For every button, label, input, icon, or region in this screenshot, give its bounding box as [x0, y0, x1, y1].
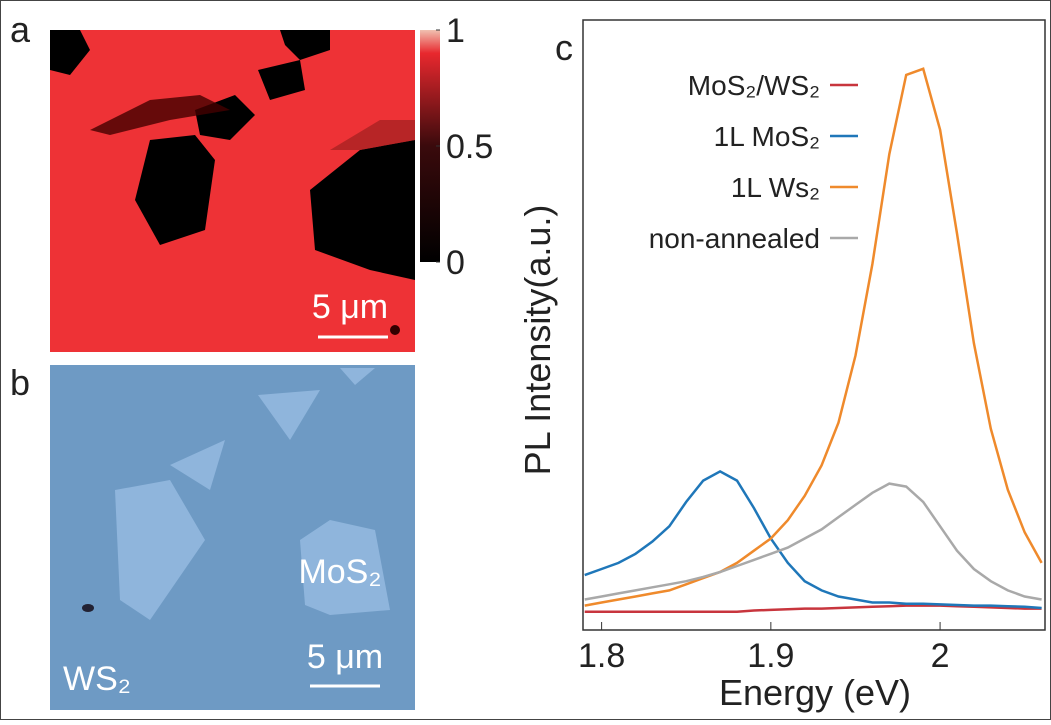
colorbar-tick-label: 0.5 — [446, 128, 493, 166]
legend-label: 1L Ws₂ — [731, 172, 820, 203]
x-axis-label: Energy (eV) — [719, 672, 911, 713]
series-line — [584, 482, 1042, 601]
panel-label: c — [555, 27, 573, 68]
series-line — [584, 469, 1042, 610]
panel-b-micrograph — [50, 365, 415, 710]
x-tick-label: 1.9 — [747, 637, 794, 675]
scale-bar-label: 5 μm — [312, 288, 388, 326]
legend-label: MoS₂/WS₂ — [688, 70, 820, 101]
colorbar-tick-label: 0 — [446, 244, 465, 282]
x-tick-label: 1.8 — [578, 637, 625, 675]
y-axis-label: PL Intensity(a.u.) — [517, 205, 558, 476]
series-line — [584, 67, 1043, 607]
legend-label: 1L MoS₂ — [714, 121, 820, 152]
panel-label: a — [10, 9, 31, 50]
scale-bar-label: 5 μm — [307, 638, 383, 676]
panel-label: b — [10, 362, 30, 403]
legend-label: non-annealed — [649, 223, 820, 254]
flake-label: MoS₂ — [298, 553, 381, 591]
flake-label: WS₂ — [63, 660, 131, 698]
colorbar-tick-label: 1 — [446, 12, 465, 50]
panel-a-map — [50, 30, 440, 352]
plot-frame — [582, 19, 1046, 631]
x-tick-label: 2 — [931, 637, 950, 675]
